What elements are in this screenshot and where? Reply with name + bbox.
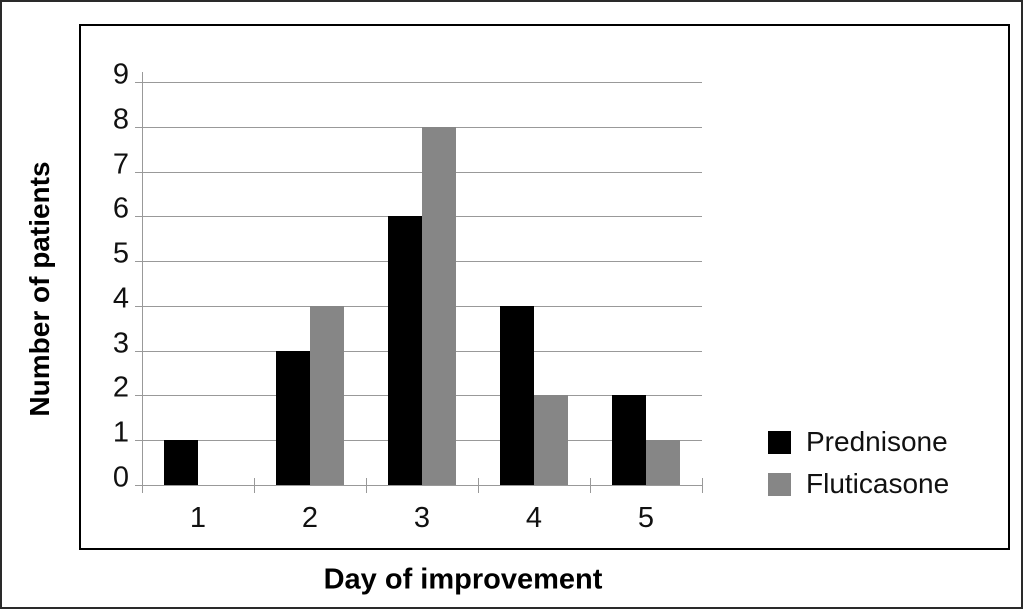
bar-prednisone-day-3: [388, 216, 422, 485]
x-axis-tick-0: [142, 478, 143, 493]
legend-item-fluticasone: Fluticasone: [768, 470, 949, 498]
fluticasone-legend-label: Fluticasone: [806, 468, 950, 499]
legend-item-prednisone: Prednisone: [768, 428, 949, 456]
y-tick-label-0: 0: [112, 461, 129, 494]
x-tick-label-1: 1: [189, 502, 207, 534]
y-tick-label-6: 6: [112, 192, 129, 225]
x-tick-label-2: 2: [301, 502, 319, 534]
y-axis-title: Number of patients: [24, 161, 55, 417]
y-tick-label-9: 9: [112, 58, 129, 91]
y-tick-label-7: 7: [112, 148, 129, 181]
y-tick-label-5: 5: [112, 237, 129, 270]
bar-fluticasone-day-3: [422, 126, 456, 485]
y-tick-label-2: 2: [112, 371, 129, 404]
x-axis-title: Day of improvement: [323, 563, 603, 596]
gridline-9: [135, 82, 702, 83]
fluticasone-legend-swatch: [768, 472, 791, 496]
x-tick-label-5: 5: [637, 502, 655, 534]
y-axis-line: [142, 72, 143, 492]
x-axis-tick-1: [254, 478, 255, 493]
prednisone-legend-swatch: [768, 430, 791, 454]
bar-prednisone-day-5: [612, 395, 646, 485]
bar-fluticasone-day-5: [646, 440, 680, 485]
x-axis-tick-3: [478, 478, 479, 493]
x-axis-tick-5: [702, 478, 703, 493]
x-axis-tick-2: [366, 478, 367, 493]
y-tick-label-3: 3: [112, 327, 129, 360]
y-tick-label-8: 8: [112, 103, 129, 136]
x-tick-label-3: 3: [413, 502, 431, 534]
gridline-8: [135, 126, 702, 128]
bar-prednisone-day-2: [276, 350, 310, 485]
bar-prednisone-day-4: [500, 305, 534, 485]
gridline-7: [135, 171, 702, 173]
legend: Prednisone Fluticasone: [768, 428, 949, 512]
gridline-0: [135, 485, 702, 486]
bar-fluticasone-day-4: [534, 395, 568, 485]
bar-prednisone-day-1: [164, 440, 198, 485]
x-tick-label-4: 4: [525, 502, 543, 534]
bar-fluticasone-day-2: [310, 305, 344, 485]
y-tick-label-4: 4: [112, 282, 129, 315]
x-axis-tick-4: [590, 478, 591, 493]
prednisone-legend-label: Prednisone: [806, 426, 948, 457]
y-tick-label-1: 1: [112, 416, 129, 449]
